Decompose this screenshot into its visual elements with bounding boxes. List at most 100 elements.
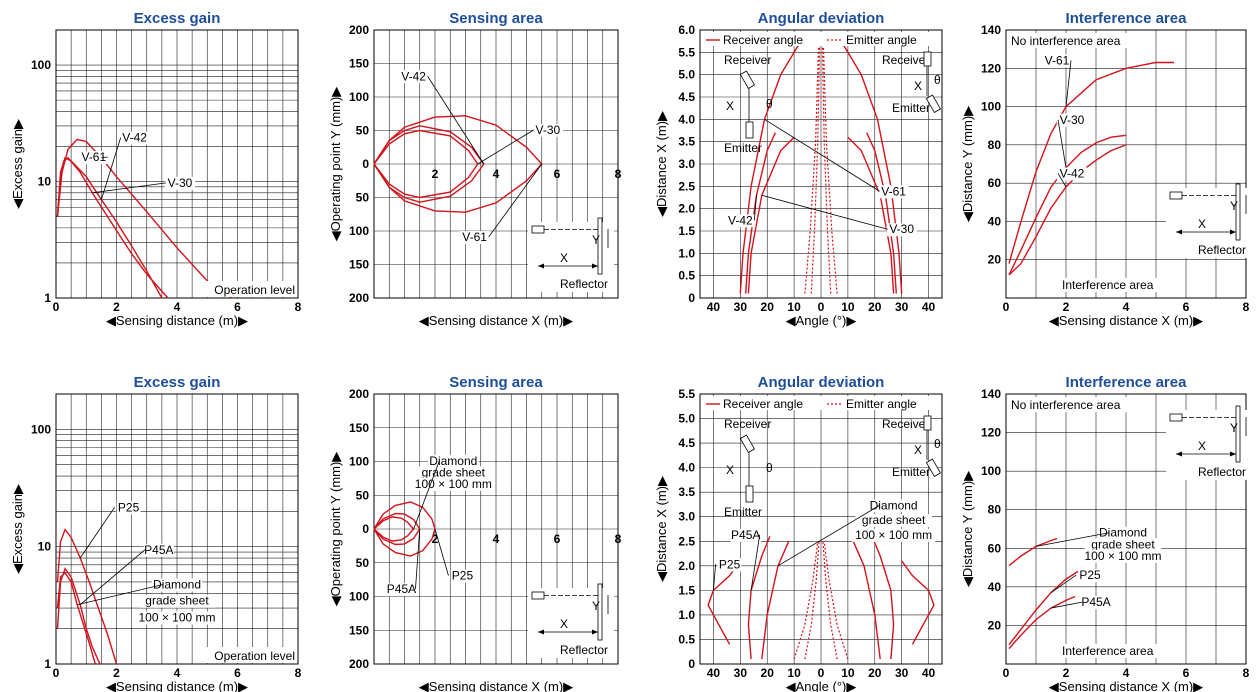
y-tick-label: 4.0 xyxy=(678,112,695,126)
curve-label: P45A xyxy=(731,528,760,542)
y-axis-label: ◀Operating point Y (mm)▶ xyxy=(328,452,343,607)
interference-note: Interference area xyxy=(1062,278,1154,292)
sensor-icon xyxy=(1170,192,1182,199)
y-tick-label: 5.0 xyxy=(678,412,695,426)
y-tick-labels: 200 150 100 50 0 50 100 150 200 xyxy=(349,387,369,671)
y-tick-label: 200 xyxy=(349,291,369,305)
y-tick-label: 1.0 xyxy=(678,246,695,260)
x-tick-labels: 0 2 4 6 8 xyxy=(53,666,302,680)
x-axis-label: ◀Sensing distance X (m)▶ xyxy=(419,679,573,692)
operation-level-note: Operation level xyxy=(214,283,295,297)
chart-r1-sensing: Sensing area2 4 6 820015010050050100150200◀… xyxy=(328,10,622,328)
curve-labels: Diamondgrade sheet100 × 100 mmP25P45A xyxy=(1078,526,1165,609)
y-tick-label: 40 xyxy=(988,580,1002,594)
x-tick-labels: 40 30 20 10 0 10 20 30 40 xyxy=(707,666,936,680)
x-tick-label: 30 xyxy=(895,666,909,680)
series-line xyxy=(1009,145,1126,275)
x-tick-label: 0 xyxy=(818,666,825,680)
receiver-label: Receiver xyxy=(724,417,771,431)
x-tick-label: 6 xyxy=(554,532,561,546)
series-line xyxy=(1009,571,1078,644)
curve-label: 100 × 100 mm xyxy=(1084,549,1161,563)
reflector-diagram: X Y Reflector xyxy=(1166,184,1252,258)
emitter-icon xyxy=(746,486,753,502)
x-mark: X xyxy=(914,79,922,93)
leader-line xyxy=(762,195,888,229)
emitter-label: Emitter xyxy=(892,465,930,479)
x-tick-label: 2 xyxy=(113,666,120,680)
emitter-label: Emitter xyxy=(724,141,762,155)
y-axis-label: ◀Distance X (m)▶ xyxy=(654,111,669,217)
chart-title: Excess gain xyxy=(134,10,221,27)
y-mark: Y xyxy=(592,599,600,613)
theta-mark: θ xyxy=(934,73,941,87)
interference-note: Interference area xyxy=(1062,644,1154,658)
x-tick-label: 0 xyxy=(1003,666,1010,680)
curve-label: V-30 xyxy=(889,222,914,236)
y-tick-label: 3.0 xyxy=(678,157,695,171)
receiver-label: Receiver xyxy=(724,53,771,67)
series-line-mirror xyxy=(853,541,880,659)
x-tick-label: 4 xyxy=(1123,300,1130,314)
emitter-line-inner xyxy=(805,541,819,659)
x-tick-label: 8 xyxy=(1243,666,1250,680)
series xyxy=(1009,63,1174,276)
series-line xyxy=(58,573,96,664)
no-interference-note: No interference area xyxy=(1011,398,1121,412)
reflector-diagram: X Y Reflector xyxy=(528,584,614,658)
emitter-icon xyxy=(746,122,753,138)
x-tick-label: 8 xyxy=(295,666,302,680)
x-tick-label: 0 xyxy=(1003,300,1010,314)
receiver-label: Receiver xyxy=(882,417,929,431)
y-tick-label: 2.5 xyxy=(678,179,695,193)
x-tick-label: 6 xyxy=(234,666,241,680)
x-tick-label: 8 xyxy=(1243,300,1250,314)
y-tick-label: 200 xyxy=(349,387,369,401)
x-mark: X xyxy=(726,99,734,113)
receiver-icon xyxy=(924,52,931,66)
x-tick-label: 0 xyxy=(818,300,825,314)
emitter-label: Emitter xyxy=(892,101,930,115)
chart-r2-sensing: Sensing area2 4 6 820015010050050100150200◀… xyxy=(328,374,622,692)
y-tick-label: 1.0 xyxy=(678,608,695,622)
x-tick-label: 4 xyxy=(493,532,500,546)
x-tick-label: 0 xyxy=(53,300,60,314)
chart-title: Interference area xyxy=(1066,10,1188,27)
y-tick-label: 200 xyxy=(349,657,369,671)
chart-title: Excess gain xyxy=(134,374,221,391)
x-tick-label: 40 xyxy=(707,666,721,680)
y-tick-label: 0 xyxy=(362,522,369,536)
x-axis-label: ◀Sensing distance (m)▶ xyxy=(106,679,248,692)
theta-mark: θ xyxy=(766,461,773,475)
y-tick-label: 80 xyxy=(988,138,1002,152)
curve-labels: P25P45ADiamondgrade sheet100 × 100 mm xyxy=(117,500,219,624)
leader-line xyxy=(765,119,880,191)
y-tick-label: 5.0 xyxy=(678,68,695,82)
y-tick-label: 5.5 xyxy=(678,45,695,59)
receiver-icon xyxy=(740,435,754,452)
x-tick-label: 8 xyxy=(615,167,622,181)
sensor-icon xyxy=(532,592,544,599)
y-tick-labels: 1 10 100 xyxy=(31,58,51,305)
legend-receiver: Receiver angle xyxy=(723,397,803,411)
y-tick-label: 80 xyxy=(988,503,1002,517)
y-tick-labels: 20 40 60 80 100 120 140 xyxy=(981,23,1001,267)
x-tick-label: 4 xyxy=(1123,666,1130,680)
curve-label: V-61 xyxy=(81,150,106,164)
curve-label: V-30 xyxy=(168,176,193,190)
x-tick-label: 30 xyxy=(734,300,748,314)
curve-label: P45A xyxy=(387,582,416,596)
y-tick-label: 140 xyxy=(981,23,1001,37)
y-tick-label: 20 xyxy=(988,253,1002,267)
x-tick-label: 20 xyxy=(761,300,775,314)
x-mark: X xyxy=(560,251,568,265)
emitter-line xyxy=(794,541,818,659)
x-tick-label: 6 xyxy=(1183,666,1190,680)
x-tick-label: 6 xyxy=(1183,300,1190,314)
series-line xyxy=(1009,539,1057,566)
y-tick-labels: 00.51.01.52.02.53.03.54.04.55.05.5 xyxy=(678,387,695,671)
y-tick-label: 3.0 xyxy=(678,510,695,524)
no-interference-note: No interference area xyxy=(1011,34,1121,48)
sensor-icon xyxy=(1170,414,1182,421)
